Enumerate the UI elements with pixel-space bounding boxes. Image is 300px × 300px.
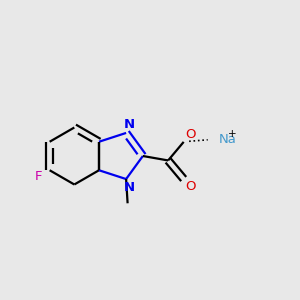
Text: Na: Na [219,133,237,146]
Text: O: O [185,180,195,193]
Text: N: N [123,181,134,194]
Text: N: N [123,118,134,131]
Text: F: F [35,170,43,183]
Text: +: + [228,129,237,139]
Text: O: O [185,128,195,141]
